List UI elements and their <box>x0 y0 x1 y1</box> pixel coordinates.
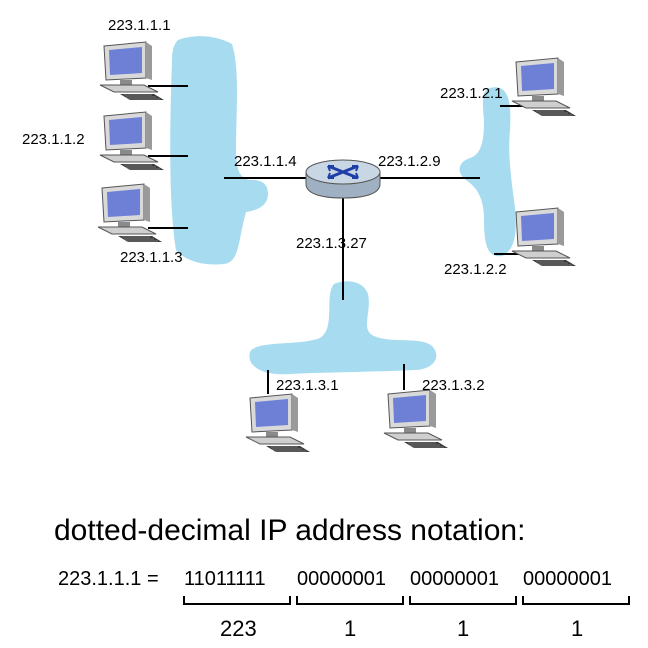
host-address-label: 223.1.3.1 <box>276 377 339 394</box>
octet-binary: 00000001 <box>523 568 612 590</box>
octet-binary: 00000001 <box>297 568 386 590</box>
host-223-1-1-3 <box>97 183 163 243</box>
host-223-1-3-1 <box>245 393 311 453</box>
octet-binary: 00000001 <box>410 568 499 590</box>
host-223-1-1-2 <box>99 111 165 171</box>
desktop-computer-icon <box>383 389 449 449</box>
host-address-label: 223.1.3.2 <box>422 377 485 394</box>
host-address-label: 223.1.2.1 <box>440 85 503 102</box>
octet-decimal: 1 <box>571 616 583 641</box>
desktop-computer-icon <box>97 183 163 243</box>
router-interface-label: 223.1.2.9 <box>378 153 441 170</box>
host-address-label: 223.1.2.2 <box>444 261 507 278</box>
desktop-computer-icon <box>99 41 165 101</box>
desktop-computer-icon <box>511 57 577 117</box>
desktop-computer-icon <box>99 111 165 171</box>
octet-decimal: 1 <box>344 616 356 641</box>
host-address-label: 223.1.1.2 <box>22 131 85 148</box>
lan-subnet-2 <box>459 87 516 257</box>
router-interface-label: 223.1.1.4 <box>234 153 297 170</box>
router-icon <box>305 159 381 199</box>
desktop-computer-icon <box>511 207 577 267</box>
host-address-label: 223.1.1.3 <box>120 249 183 266</box>
host-223-1-1-1 <box>99 41 165 101</box>
octet-braces <box>183 596 630 605</box>
host-address-label: 223.1.1.1 <box>108 17 171 34</box>
wires <box>148 85 524 394</box>
router-interface-label: 223.1.3.27 <box>296 235 367 252</box>
octet-binary: 11011111 <box>184 568 266 590</box>
lan-subnet-1 <box>170 36 268 265</box>
octet-decimal: 223 <box>220 616 257 641</box>
host-223-1-2-2 <box>511 207 577 267</box>
host-223-1-3-2 <box>383 389 449 449</box>
octet-decimal: 1 <box>457 616 469 641</box>
desktop-computer-icon <box>245 393 311 453</box>
notation-caption: dotted-decimal IP address notation: <box>54 514 525 547</box>
host-223-1-2-1 <box>511 57 577 117</box>
lan-subnet-3 <box>249 281 437 375</box>
equation-prefix: 223.1.1.1 = <box>58 568 159 590</box>
